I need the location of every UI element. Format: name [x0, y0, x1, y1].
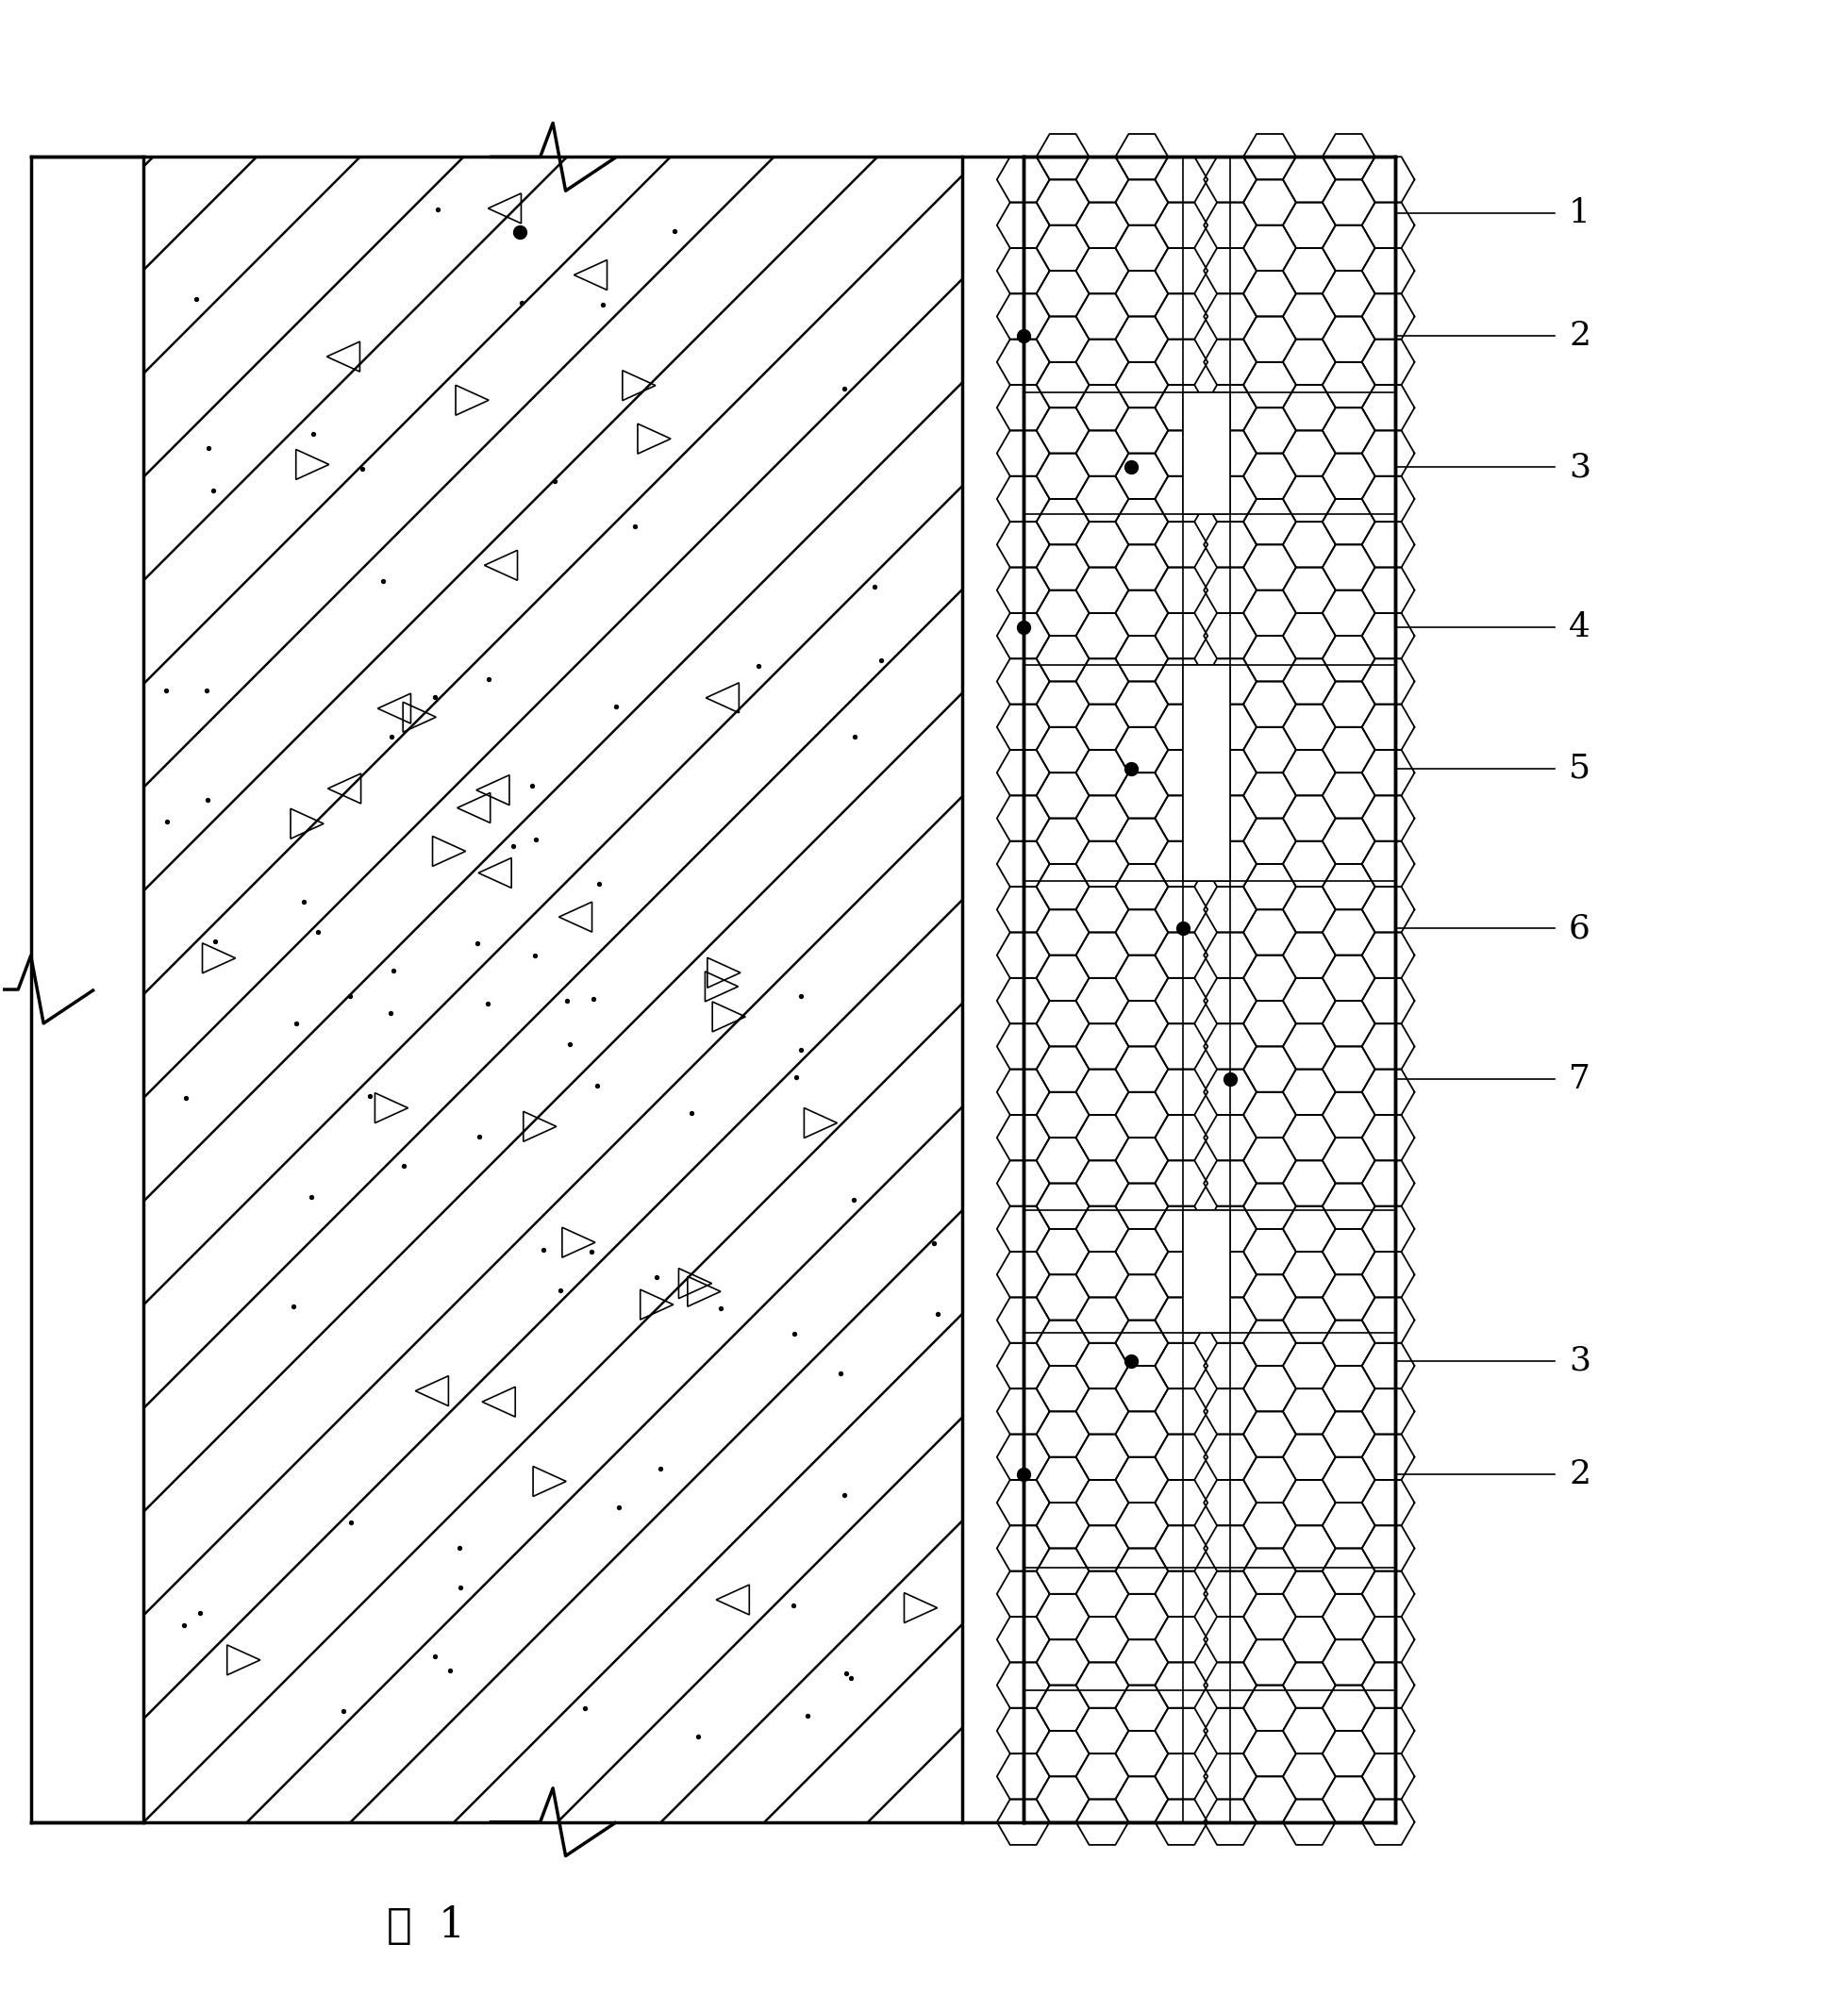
Point: [288, 885, 318, 917]
Point: [170, 1609, 200, 1641]
Point: [778, 1589, 808, 1621]
Point: [423, 193, 453, 225]
Point: [588, 289, 617, 321]
Point: [684, 1721, 713, 1753]
Point: [859, 570, 889, 602]
Point: [867, 644, 896, 676]
Point: [462, 927, 492, 959]
Bar: [1024, 158, 1395, 1823]
Text: 2: 2: [1569, 319, 1591, 351]
Point: [336, 1507, 366, 1539]
Point: [464, 1121, 493, 1153]
Point: [577, 1236, 606, 1268]
Point: [368, 564, 397, 596]
Point: [553, 985, 582, 1017]
Point: [434, 1655, 464, 1687]
Point: [830, 1480, 859, 1511]
Point: [181, 283, 211, 315]
Point: [835, 1661, 865, 1693]
Text: 图  1: 图 1: [386, 1904, 466, 1946]
Point: [660, 215, 689, 247]
Point: [584, 867, 614, 899]
Point: [419, 1639, 449, 1671]
Point: [421, 682, 451, 714]
Point: [517, 770, 547, 802]
Point: [473, 987, 503, 1019]
Text: 3: 3: [1569, 451, 1591, 483]
Point: [355, 1081, 384, 1113]
Point: [545, 1274, 575, 1306]
Point: [445, 1531, 475, 1563]
Point: [521, 939, 551, 971]
Point: [571, 1693, 601, 1725]
Point: [918, 1226, 948, 1258]
Point: [281, 1007, 310, 1039]
Bar: [1183, 393, 1231, 514]
Point: [787, 1035, 817, 1067]
Point: [200, 925, 229, 957]
Point: [445, 1571, 475, 1603]
Point: [793, 1699, 822, 1731]
Point: [922, 1298, 952, 1330]
Point: [830, 373, 859, 405]
Point: [578, 983, 608, 1015]
Bar: [144, 158, 963, 1823]
Point: [839, 1184, 869, 1216]
Point: [619, 510, 649, 542]
Bar: [963, 158, 1024, 1823]
Point: [601, 690, 630, 722]
Point: [347, 453, 377, 485]
Point: [379, 955, 408, 987]
Bar: [1183, 664, 1231, 881]
Point: [499, 830, 529, 861]
Point: [832, 1657, 861, 1689]
Point: [377, 720, 407, 752]
Point: [841, 722, 870, 754]
Point: [152, 674, 181, 706]
Point: [192, 784, 222, 816]
Point: [785, 979, 815, 1011]
Point: [279, 1290, 309, 1322]
Point: [521, 824, 551, 855]
Point: [390, 1151, 419, 1182]
Point: [185, 1597, 214, 1629]
Point: [506, 287, 536, 319]
Point: [743, 650, 772, 682]
Text: 6: 6: [1569, 913, 1591, 945]
Point: [334, 981, 364, 1013]
Text: 2: 2: [1569, 1458, 1591, 1490]
Point: [782, 1061, 811, 1093]
Point: [641, 1260, 671, 1292]
Text: 1: 1: [1569, 197, 1591, 229]
Point: [296, 1180, 325, 1212]
Text: 5: 5: [1569, 752, 1591, 784]
Point: [475, 664, 505, 696]
Point: [706, 1292, 736, 1324]
Point: [194, 433, 224, 465]
Point: [192, 674, 222, 706]
Point: [170, 1083, 200, 1115]
Text: 3: 3: [1569, 1346, 1591, 1378]
Point: [299, 419, 329, 451]
Point: [529, 1234, 558, 1266]
Point: [200, 475, 229, 506]
Text: 4: 4: [1569, 612, 1591, 644]
Point: [647, 1452, 676, 1484]
Point: [826, 1358, 856, 1390]
Bar: [1183, 1210, 1231, 1332]
Point: [780, 1318, 809, 1350]
Text: 7: 7: [1569, 1063, 1591, 1095]
Point: [377, 997, 407, 1029]
Point: [540, 465, 569, 497]
Point: [582, 1071, 612, 1103]
Point: [676, 1097, 706, 1129]
Point: [152, 806, 181, 837]
Point: [604, 1492, 634, 1523]
Point: [303, 915, 333, 947]
Point: [329, 1695, 359, 1727]
Point: [554, 1029, 584, 1061]
